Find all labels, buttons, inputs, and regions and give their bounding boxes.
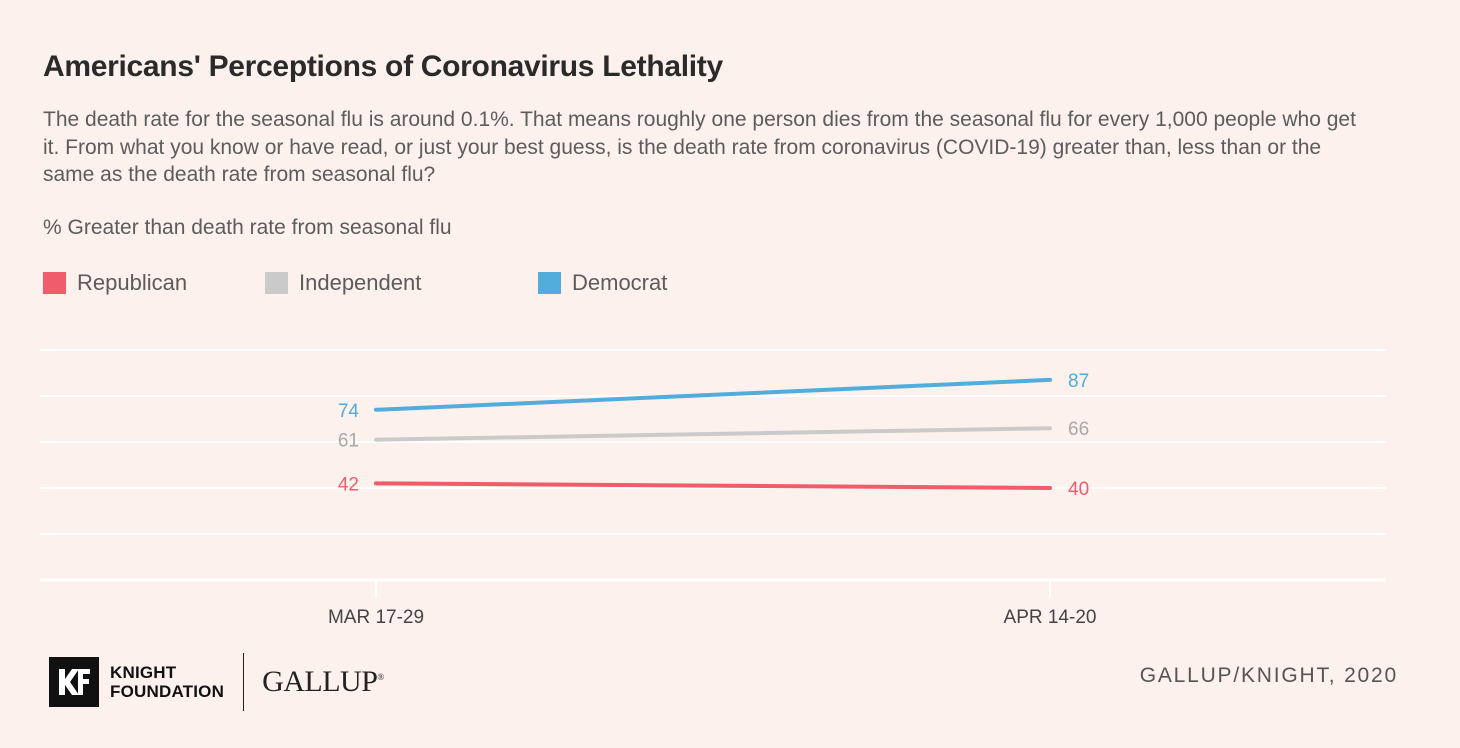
legend-swatch-democrat bbox=[538, 272, 561, 294]
kf-monogram-icon bbox=[59, 669, 90, 695]
legend-label-democrat: Democrat bbox=[572, 270, 668, 295]
logo-divider bbox=[243, 653, 245, 711]
legend-item-independent: Independent bbox=[265, 270, 538, 296]
series-line-independent bbox=[374, 426, 1052, 442]
kf-line1: KNIGHT bbox=[110, 663, 177, 682]
x-tick-label: APR 14-20 bbox=[1004, 607, 1097, 628]
data-label-republican: 40 bbox=[1068, 479, 1089, 500]
series-line-republican bbox=[374, 481, 1052, 490]
data-label-democrat: 87 bbox=[1068, 371, 1089, 392]
data-label-democrat: 74 bbox=[338, 401, 360, 422]
measure-label: % Greater than death rate from seasonal … bbox=[43, 216, 452, 239]
kf-line2: FOUNDATION bbox=[110, 682, 225, 701]
data-label-independent: 66 bbox=[1068, 419, 1089, 440]
line-chart: MAR 17-29 APR 14-20 42 40 61 66 74 87 bbox=[40, 349, 1386, 628]
chart-subtitle: The death rate for the seasonal flu is a… bbox=[43, 108, 1356, 186]
legend-item-republican: Republican bbox=[43, 270, 265, 296]
footer-logos: KNIGHT FOUNDATION GALLUP® bbox=[49, 653, 384, 711]
legend-label-independent: Independent bbox=[299, 270, 422, 295]
data-label-independent: 61 bbox=[338, 431, 359, 452]
legend-item-democrat: Democrat bbox=[538, 270, 667, 296]
legend: Republican Independent Democrat bbox=[43, 270, 667, 296]
series-line-democrat bbox=[374, 377, 1052, 412]
gallup-wordmark: GALLUP bbox=[262, 665, 378, 698]
legend-swatch-republican bbox=[43, 272, 66, 294]
legend-swatch-independent bbox=[265, 272, 288, 294]
source-credit: GALLUP/KNIGHT, 2020 bbox=[1139, 664, 1398, 687]
gallup-logo: GALLUP® bbox=[262, 665, 384, 698]
chart-title: Americans' Perceptions of Coronavirus Le… bbox=[43, 50, 723, 83]
x-tick-label: MAR 17-29 bbox=[328, 607, 424, 628]
legend-label-republican: Republican bbox=[77, 270, 188, 295]
knight-foundation-wordmark: KNIGHT FOUNDATION bbox=[110, 663, 224, 701]
data-label-republican: 42 bbox=[338, 474, 359, 495]
knight-foundation-logo-mark bbox=[49, 657, 99, 707]
